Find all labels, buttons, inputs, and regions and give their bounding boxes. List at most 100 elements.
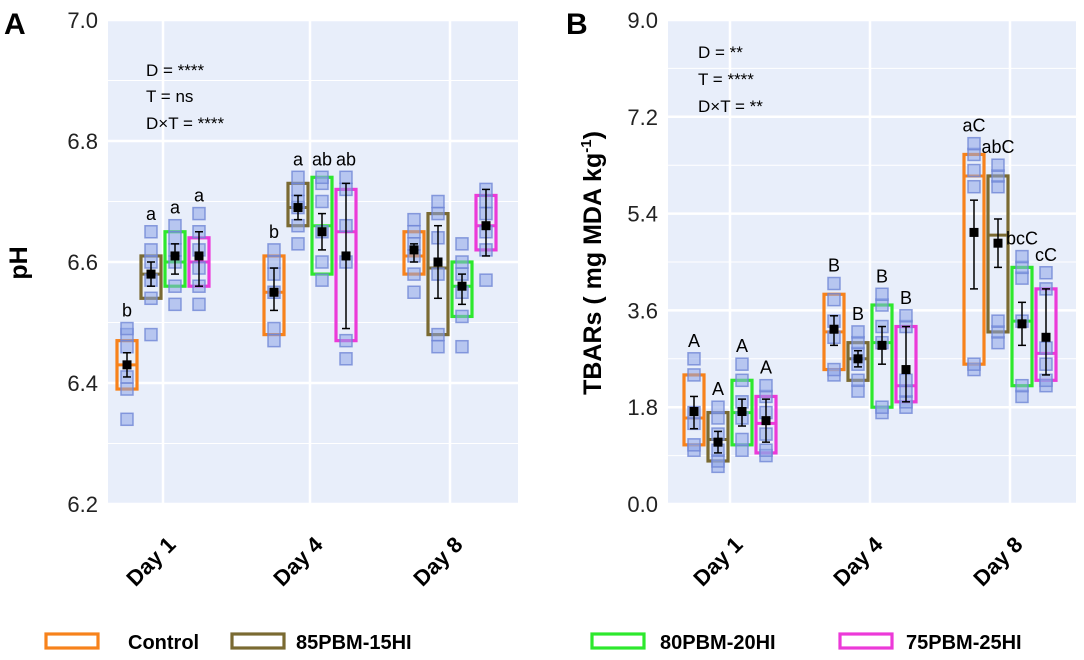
data-point (120, 339, 134, 354)
y-tick-label: 1.8 (627, 395, 658, 420)
significance-label: abC (981, 137, 1014, 157)
box-Control: aC (962, 116, 986, 377)
mean-marker (737, 407, 747, 417)
data-point (967, 357, 981, 371)
data-point (267, 255, 281, 269)
data-point (144, 291, 158, 306)
data-point (827, 276, 841, 291)
data-point (991, 314, 1005, 328)
panel-a-y-axis-label: pH (5, 246, 33, 279)
box-80PBM-20HI: ab (310, 149, 334, 287)
significance-label: ab (312, 149, 332, 169)
data-point (967, 136, 981, 151)
box-85PBM-15HI: A (706, 379, 730, 474)
panel-b-ylabel-superscript: -1 (578, 139, 595, 152)
data-point (1039, 266, 1053, 280)
mean-marker (1041, 332, 1051, 342)
data-point (168, 297, 182, 312)
box-80PBM-20HI: A (730, 336, 754, 457)
panel-b-ylabel-main: TBARs ( mg MDA kg (579, 153, 607, 395)
data-point (1039, 373, 1053, 388)
data-point (120, 382, 134, 396)
data-point (120, 412, 134, 427)
y-tick-label: 9.0 (627, 8, 658, 33)
y-tick-label: 6.8 (67, 129, 98, 154)
data-point (192, 297, 206, 312)
legend: Control 85PBM-15HI 80PBM-20HI 75PBM-25HI (44, 632, 1022, 654)
mean-marker (317, 227, 327, 237)
data-point (479, 273, 493, 287)
panel-a-stat-t: T = ns (146, 87, 193, 106)
box-85PBM-15HI: a (286, 149, 310, 251)
legend-item-75PBM-25HI: 75PBM-25HI (838, 632, 1022, 654)
box-Control: A (682, 331, 706, 457)
data-point (315, 194, 329, 209)
data-point (827, 292, 841, 307)
data-point (851, 373, 865, 388)
significance-label: bcC (1006, 229, 1038, 249)
significance-label: ab (336, 149, 356, 169)
panel-b-stat-d: D = ** (698, 43, 743, 62)
significance-label: A (712, 379, 724, 399)
data-point (687, 368, 701, 382)
box-85PBM-15HI (426, 194, 450, 354)
mean-marker (269, 287, 279, 297)
significance-label: a (194, 186, 205, 206)
mean-marker (341, 251, 351, 261)
significance-label: a (146, 204, 157, 224)
box-75PBM-25HI: a (187, 186, 211, 312)
box-85PBM-15HI: abC (981, 137, 1015, 350)
data-point (711, 400, 725, 414)
significance-label: B (876, 266, 888, 286)
data-point (875, 400, 889, 414)
box-80PBM-20HI: a (163, 198, 187, 312)
data-point (315, 273, 329, 287)
mean-marker (293, 203, 303, 213)
data-point (455, 255, 469, 269)
significance-label: A (688, 331, 700, 351)
data-point (192, 206, 206, 221)
panel-a-x-ticks: Day 1 Day 4 Day 8 (121, 531, 467, 591)
legend-swatch (44, 632, 100, 650)
panel-a-stats: D = **** T = ns D×T = **** (146, 61, 225, 133)
panel-a-letter: A (4, 8, 26, 41)
mean-marker (853, 354, 863, 364)
data-point (759, 443, 773, 457)
data-point (1015, 249, 1029, 264)
data-point (455, 237, 469, 251)
data-point (991, 158, 1005, 172)
data-point (851, 325, 865, 339)
significance-label: B (852, 304, 864, 324)
data-point (1015, 378, 1029, 393)
data-point (455, 309, 469, 324)
panel-a: A pH 6.26.46.66.87.0 Day 1 Day 4 Day 8 ba a… (4, 8, 518, 591)
data-point (168, 218, 182, 233)
box-Control: b (262, 222, 286, 348)
data-point (291, 218, 305, 233)
legend-item-85PBM-15HI: 85PBM-15HI (230, 632, 412, 654)
panel-a-x-gridlines (161, 20, 452, 504)
box-85PBM-15HI: a (139, 204, 163, 342)
data-point (735, 373, 749, 388)
panel-b: B TBARs ( mg MDA kg-1) 0.0 1.8 3.6 5.4 7.2 9.… (566, 8, 1076, 591)
significance-label: cC (1035, 245, 1057, 265)
x-tick-label: Day 1 (688, 532, 747, 591)
data-point (967, 179, 981, 194)
data-point (687, 438, 701, 452)
legend-swatch (230, 632, 286, 650)
mean-marker (433, 257, 443, 267)
legend-label: 85PBM-15HI (296, 632, 412, 654)
mean-marker (877, 340, 887, 350)
significance-label: a (170, 198, 181, 218)
data-point (455, 339, 469, 354)
significance-label: B (900, 288, 912, 308)
data-point (168, 279, 182, 293)
box-Control (402, 212, 426, 299)
data-point (431, 327, 445, 342)
panel-b-letter: B (566, 8, 588, 41)
panel-b-y-axis-label: TBARs ( mg MDA kg-1) (578, 131, 607, 395)
legend-item-Control: Control (44, 632, 199, 654)
mean-marker (122, 360, 132, 370)
